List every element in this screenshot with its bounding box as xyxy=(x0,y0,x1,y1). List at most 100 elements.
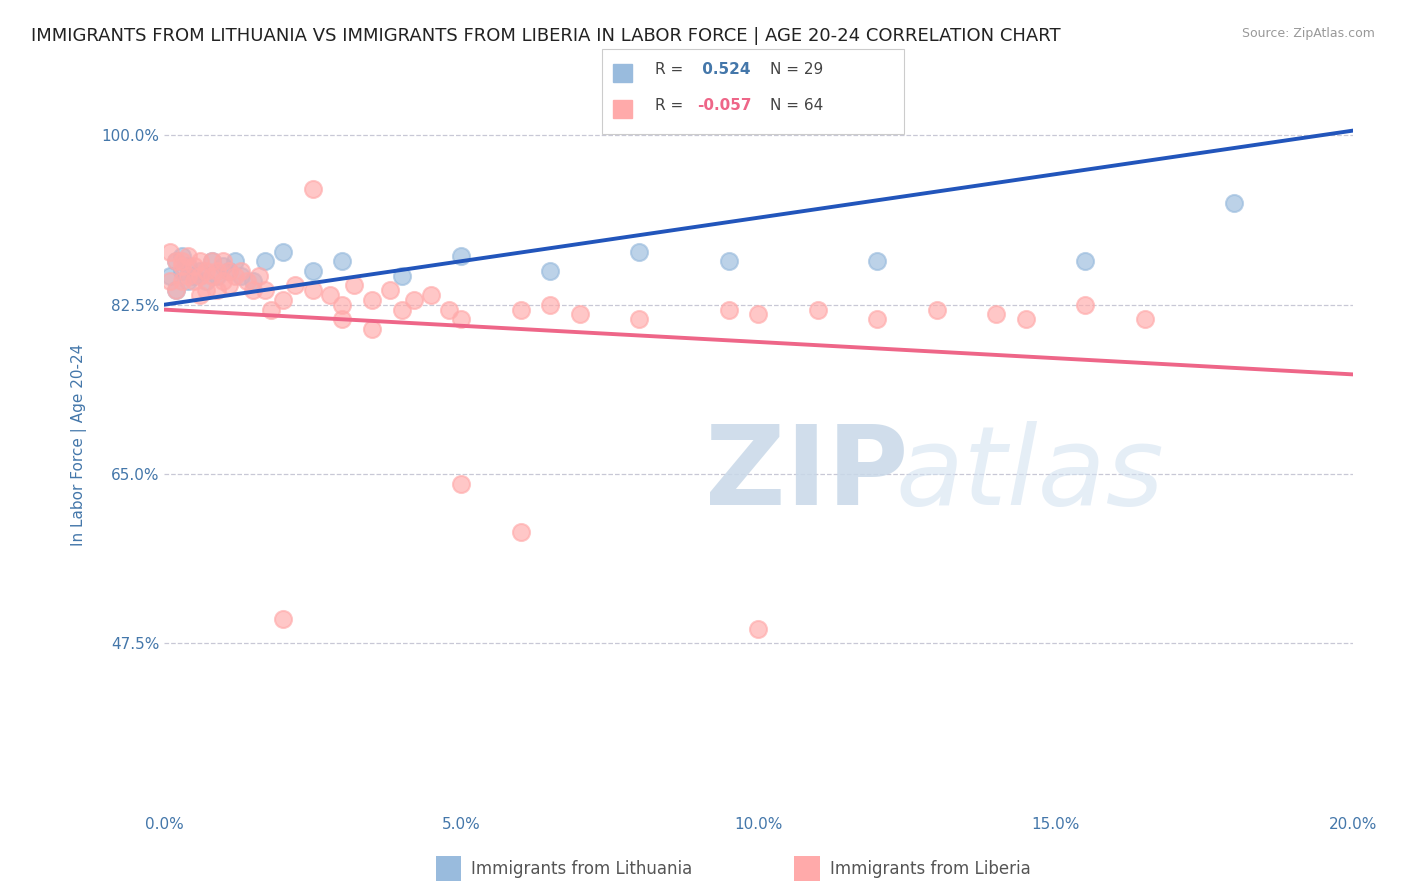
Point xyxy=(170,259,193,273)
Point xyxy=(301,182,323,196)
Y-axis label: In Labor Force | Age 20-24: In Labor Force | Age 20-24 xyxy=(72,343,87,546)
Point xyxy=(170,254,193,268)
Point xyxy=(330,312,353,326)
Point xyxy=(717,254,740,268)
Point xyxy=(330,298,353,312)
Point xyxy=(212,254,235,268)
Point xyxy=(1223,196,1246,211)
Point xyxy=(271,244,294,259)
Point xyxy=(170,264,193,278)
Text: N = 64: N = 64 xyxy=(770,98,824,112)
Point xyxy=(183,268,205,283)
Point xyxy=(183,274,205,288)
Point xyxy=(1015,312,1038,326)
Point xyxy=(218,264,240,278)
Point xyxy=(807,302,830,317)
Point xyxy=(628,244,651,259)
Text: Immigrants from Liberia: Immigrants from Liberia xyxy=(830,860,1031,878)
Point xyxy=(509,302,531,317)
Text: N = 29: N = 29 xyxy=(770,62,824,77)
Point xyxy=(231,268,253,283)
Point xyxy=(271,612,294,626)
Text: IMMIGRANTS FROM LITHUANIA VS IMMIGRANTS FROM LIBERIA IN LABOR FORCE | AGE 20-24 : IMMIGRANTS FROM LITHUANIA VS IMMIGRANTS … xyxy=(31,27,1060,45)
Point xyxy=(177,259,200,273)
Point xyxy=(330,254,353,268)
Point xyxy=(260,302,283,317)
Text: Source: ZipAtlas.com: Source: ZipAtlas.com xyxy=(1241,27,1375,40)
Point xyxy=(361,322,384,336)
Point xyxy=(207,268,229,283)
Point xyxy=(165,254,187,268)
Point xyxy=(165,254,187,268)
Point xyxy=(242,283,264,297)
Point xyxy=(254,283,277,297)
Point xyxy=(254,254,277,268)
Point xyxy=(271,293,294,307)
Point xyxy=(159,244,181,259)
Point xyxy=(747,622,769,636)
Point xyxy=(183,259,205,273)
Point xyxy=(207,264,229,278)
Point xyxy=(319,288,342,302)
Point xyxy=(925,302,948,317)
Point xyxy=(450,312,472,326)
Point xyxy=(391,268,413,283)
Point xyxy=(247,268,270,283)
Point xyxy=(177,249,200,263)
Point xyxy=(284,278,307,293)
Point xyxy=(224,254,246,268)
Point xyxy=(200,254,222,268)
Point xyxy=(361,293,384,307)
Point xyxy=(194,264,217,278)
Point xyxy=(1074,254,1097,268)
Point xyxy=(159,274,181,288)
Point xyxy=(207,283,229,297)
Text: R =: R = xyxy=(655,98,689,112)
Point xyxy=(224,268,246,283)
Point xyxy=(194,283,217,297)
Point xyxy=(717,302,740,317)
Point xyxy=(165,283,187,297)
Point xyxy=(984,307,1007,321)
Point xyxy=(212,259,235,273)
Point xyxy=(236,274,259,288)
Point xyxy=(439,302,461,317)
Point xyxy=(509,524,531,539)
Point xyxy=(165,283,187,297)
Point xyxy=(212,274,235,288)
Point xyxy=(177,274,200,288)
Point xyxy=(170,249,193,263)
Text: atlas: atlas xyxy=(896,421,1164,528)
Point xyxy=(177,268,200,283)
Point xyxy=(188,288,211,302)
Point xyxy=(200,268,222,283)
Point xyxy=(1133,312,1156,326)
Point xyxy=(538,298,561,312)
Text: ZIP: ZIP xyxy=(704,421,908,528)
Point xyxy=(538,264,561,278)
Text: 0.524: 0.524 xyxy=(697,62,751,77)
Point xyxy=(231,264,253,278)
Point xyxy=(450,249,472,263)
Text: -0.057: -0.057 xyxy=(697,98,752,112)
Point xyxy=(242,274,264,288)
Text: Immigrants from Lithuania: Immigrants from Lithuania xyxy=(471,860,692,878)
Text: R =: R = xyxy=(655,62,689,77)
Point xyxy=(866,312,889,326)
Point xyxy=(747,307,769,321)
Point xyxy=(194,274,217,288)
Point xyxy=(218,264,240,278)
Point xyxy=(188,254,211,268)
Point xyxy=(450,476,472,491)
Point xyxy=(391,302,413,317)
Point xyxy=(569,307,592,321)
Point xyxy=(200,254,222,268)
Point xyxy=(343,278,366,293)
Point xyxy=(628,312,651,326)
Point xyxy=(866,254,889,268)
Point xyxy=(188,268,211,283)
Point xyxy=(188,264,211,278)
Point xyxy=(218,278,240,293)
Point xyxy=(301,283,323,297)
Point xyxy=(301,264,323,278)
